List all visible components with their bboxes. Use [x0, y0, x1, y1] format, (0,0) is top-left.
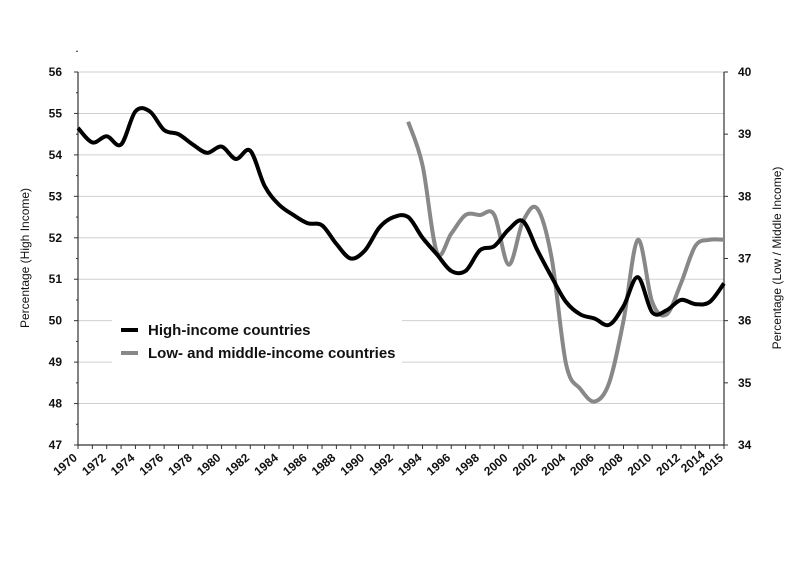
- y-left-tick-label: 51: [49, 272, 63, 286]
- y-axis-left-label: Percentage (High Income): [18, 188, 32, 328]
- y-right-tick-label: 38: [738, 189, 752, 203]
- x-tick-label: 2002: [510, 450, 540, 478]
- x-tick-label: 1978: [165, 450, 195, 478]
- x-tick-label: 2006: [567, 450, 597, 478]
- x-tick-label: 1988: [309, 450, 339, 478]
- x-tick-label: 1996: [424, 450, 454, 478]
- x-tick-label: 1992: [366, 450, 396, 478]
- y-left-tick-label: 56: [49, 65, 63, 79]
- x-tick-label: 1970: [50, 450, 80, 478]
- y-left-tick-label: 49: [49, 355, 63, 369]
- x-tick-label: 1986: [280, 450, 310, 478]
- y-left-tick-label: 48: [49, 397, 63, 411]
- y-left-tick-label: 47: [49, 438, 63, 452]
- series-line-high-income: [76, 106, 726, 328]
- x-tick-label: 1990: [338, 450, 368, 478]
- y-right-tick-label: 35: [738, 376, 752, 390]
- y-right-tick-label: 36: [738, 314, 752, 328]
- y-right-tick-label: 34: [738, 438, 752, 452]
- legend-background: [112, 312, 402, 364]
- y-right-tick-label: 37: [738, 252, 752, 266]
- y-right-tick-label: 39: [738, 127, 752, 141]
- x-tick-label: 1976: [137, 450, 167, 478]
- x-tick-label: 1984: [251, 450, 281, 478]
- x-tick-label: 2008: [596, 450, 626, 478]
- series-lines: [76, 106, 726, 404]
- x-tick-label: 1998: [452, 450, 482, 478]
- series-line-low-middle-income: [406, 121, 725, 404]
- legend-label-low-middle-income: Low- and middle-income countries: [148, 345, 396, 362]
- x-tick-label: 2010: [625, 450, 655, 478]
- x-tick-label: 1980: [194, 450, 224, 478]
- y-left-tick-label: 50: [49, 314, 63, 328]
- x-tick-label: 2000: [481, 450, 511, 478]
- y-axis-right-label: Percentage (Low / Middle Income): [770, 167, 784, 350]
- legend: High-income countries Low- and middle-in…: [112, 312, 402, 364]
- y-right-tick-label: 40: [738, 65, 752, 79]
- y-left-tick-label: 55: [49, 106, 63, 120]
- legend-label-high-income: High-income countries: [148, 322, 311, 339]
- y-left-tick-label: 52: [49, 231, 63, 245]
- x-tick-label: 1972: [79, 450, 109, 478]
- x-tick-label: 1974: [108, 450, 138, 478]
- x-tick-label: 2004: [539, 450, 569, 478]
- x-tick-label: 1994: [395, 450, 425, 478]
- y-left-tick-label: 54: [49, 148, 63, 162]
- y-left-tick-label: 53: [49, 189, 63, 203]
- x-tick-label: 1982: [223, 450, 253, 478]
